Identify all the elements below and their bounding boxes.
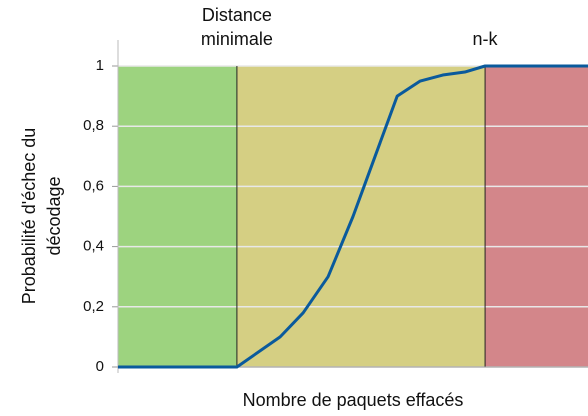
y-tick-label: 0,4: [83, 238, 104, 255]
data-line: [118, 64, 588, 369]
region: [485, 66, 588, 367]
y-tick-label: 0,2: [83, 298, 104, 315]
annotation: minimale: [201, 29, 273, 49]
y-axis-label: décodage: [44, 176, 64, 255]
y-axis-label: Probabilité d'échec du: [19, 128, 39, 305]
annotation: n-k: [473, 29, 499, 49]
x-axis-label: Nombre de paquets effacés: [243, 390, 464, 410]
region: [118, 66, 237, 367]
y-tick-label: 1: [96, 57, 104, 74]
y-tick-label: 0,8: [83, 117, 104, 134]
annotation: Distance: [202, 5, 272, 25]
y-axis-label-group: Probabilité d'échec du décodage: [19, 128, 64, 305]
y-tick-label: 0: [96, 358, 104, 375]
y-tick-label: 0,6: [83, 177, 104, 194]
region: [236, 66, 486, 367]
